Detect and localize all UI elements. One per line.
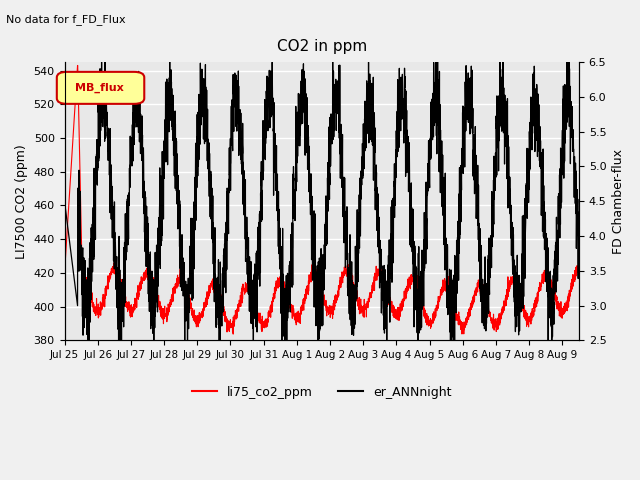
- Y-axis label: FD Chamber-flux: FD Chamber-flux: [612, 149, 625, 254]
- Y-axis label: LI7500 CO2 (ppm): LI7500 CO2 (ppm): [15, 144, 28, 259]
- Text: MB_flux: MB_flux: [75, 83, 124, 93]
- Legend: li75_co2_ppm, er_ANNnight: li75_co2_ppm, er_ANNnight: [187, 381, 456, 404]
- FancyBboxPatch shape: [57, 72, 144, 104]
- Text: No data for f_FD_Flux: No data for f_FD_Flux: [6, 14, 126, 25]
- Title: CO2 in ppm: CO2 in ppm: [276, 39, 367, 54]
